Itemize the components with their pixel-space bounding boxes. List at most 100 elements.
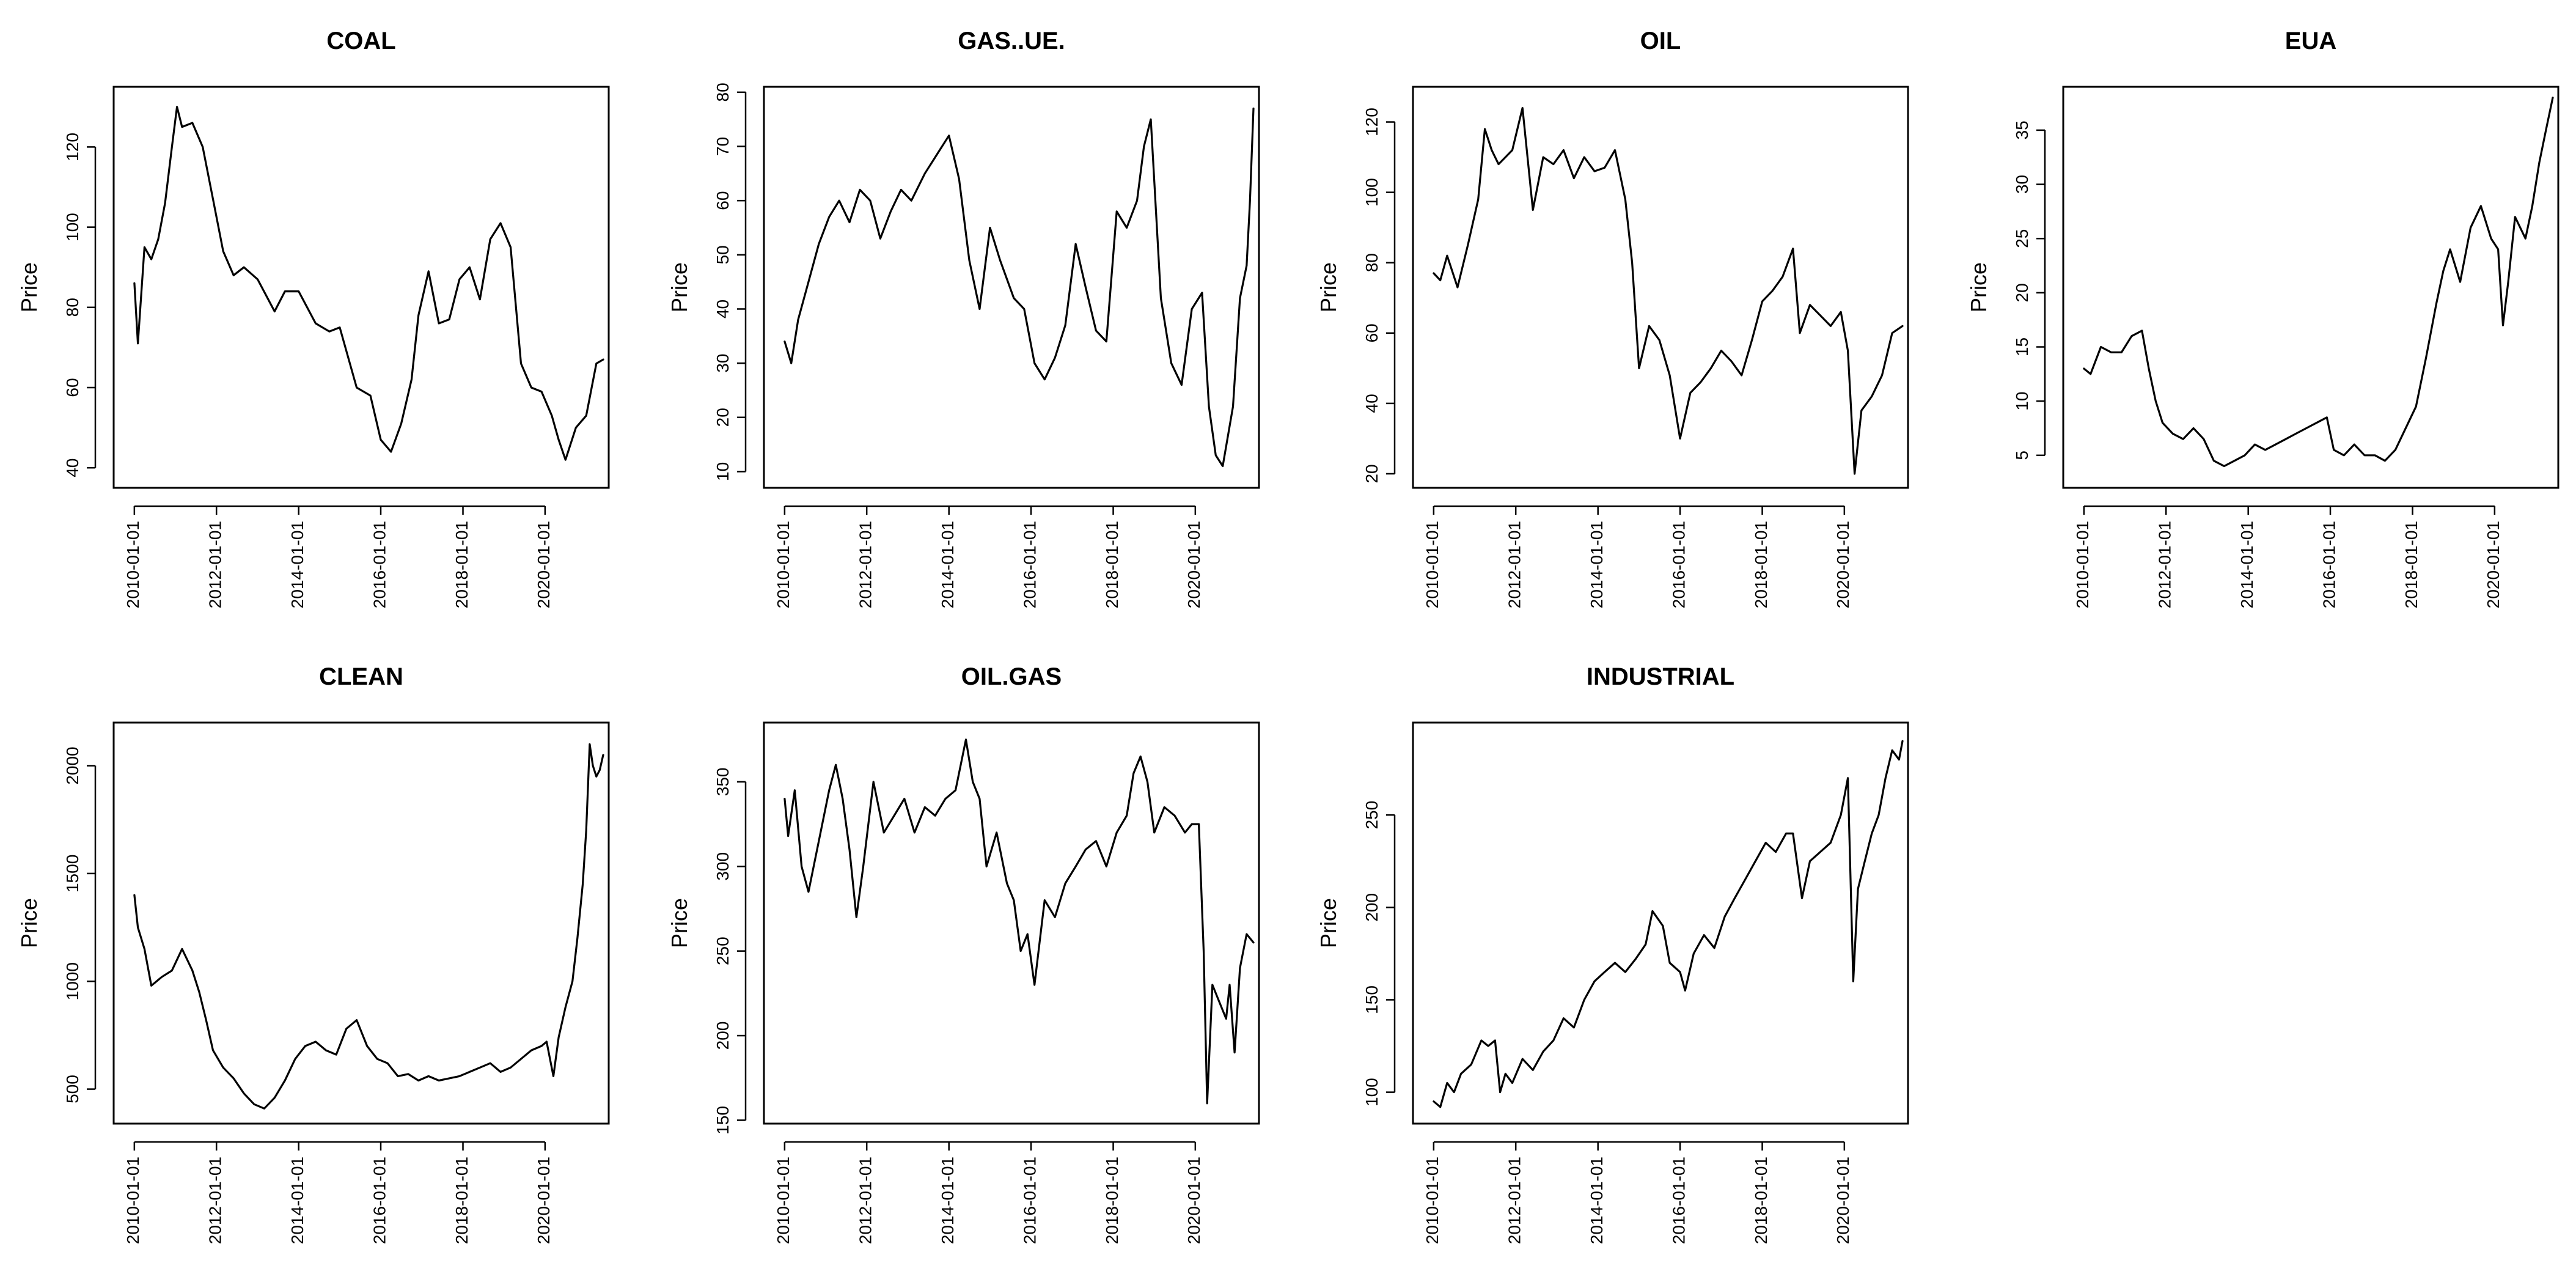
series-line-clean-0 — [133, 743, 604, 1110]
x-tick-label: 2018-01-01 — [2402, 521, 2421, 608]
x-tick-label: 2018-01-01 — [452, 1157, 471, 1244]
y-tick-label: 60 — [63, 378, 82, 397]
y-tick-label: 10 — [2013, 392, 2031, 411]
x-tick-label: 2020-01-01 — [534, 521, 553, 608]
y-tick-label: 35 — [2013, 120, 2031, 139]
y-tick-label: 150 — [713, 1106, 732, 1135]
series-line-gas-ue-0 — [783, 107, 1255, 468]
chart-panel-clean: CLEAN Price 500 1000 1500 2000 2010-01-01 2012-… — [17, 663, 610, 1244]
x-tick-label: 2014-01-01 — [1587, 521, 1606, 608]
x-tick-label: 2014-01-01 — [938, 521, 957, 608]
x-tick-label: 2020-01-01 — [1833, 521, 1852, 608]
plot-frame — [1412, 86, 1909, 489]
y-tick-label: 25 — [2013, 229, 2031, 248]
y-tick-label: 120 — [63, 133, 82, 161]
y-tick-label: 100 — [63, 213, 82, 241]
plot-frame — [763, 721, 1260, 1125]
x-tick-label: 2012-01-01 — [206, 521, 225, 608]
x-tick-label: 2016-01-01 — [1669, 1157, 1688, 1244]
y-tick-label: 100 — [1362, 1078, 1381, 1107]
x-tick-label: 2014-01-01 — [938, 1157, 957, 1244]
chart-panel-eua: EUA Price 5 10 15 20 25 30 35 2010-01-01 2012-01-0… — [1966, 28, 2559, 608]
series-line-eua-0 — [2083, 97, 2554, 468]
series-line-coal-0 — [133, 106, 604, 461]
y-axis-label: Price — [17, 262, 42, 312]
chart-title: INDUSTRIAL — [1587, 663, 1734, 690]
x-tick-label: 2010-01-01 — [1423, 521, 1442, 608]
y-tick-label: 20 — [1362, 464, 1381, 483]
x-tick-label: 2020-01-01 — [1184, 521, 1203, 608]
series-line-industrial-0 — [1433, 740, 1904, 1108]
x-tick-label: 2012-01-01 — [206, 1157, 225, 1244]
y-tick-label: 80 — [713, 83, 732, 101]
y-axis-label: Price — [1316, 262, 1341, 312]
x-tick-label: 2016-01-01 — [1020, 521, 1039, 608]
chart-panel-oil-gas: OIL.GAS Price 150 200 250 300 350 2010-01-01 201… — [667, 663, 1260, 1244]
x-tick-label: 2010-01-01 — [774, 521, 793, 608]
chart-title: GAS..UE. — [958, 28, 1065, 54]
y-tick-label: 15 — [2013, 337, 2031, 356]
y-tick-label: 10 — [713, 462, 732, 481]
y-tick-label: 200 — [713, 1022, 732, 1050]
y-tick-label: 20 — [2013, 283, 2031, 302]
x-tick-label: 2020-01-01 — [1833, 1157, 1852, 1244]
chart-title: CLEAN — [319, 663, 403, 690]
x-tick-label: 2014-01-01 — [1587, 1157, 1606, 1244]
plot-frame — [112, 721, 610, 1125]
x-tick-label: 2014-01-01 — [288, 1157, 307, 1244]
y-tick-label: 60 — [713, 191, 732, 210]
x-tick-label: 2016-01-01 — [1020, 1157, 1039, 1244]
x-tick-label: 2016-01-01 — [2319, 521, 2338, 608]
x-tick-label: 2012-01-01 — [1505, 1157, 1524, 1244]
y-tick-label: 40 — [1362, 394, 1381, 413]
chart-panel-oil: OIL Price 20 40 60 80 100 120 2010-01-01 2012-01-… — [1316, 28, 1909, 608]
x-tick-label: 2020-01-01 — [534, 1157, 553, 1244]
x-tick-label: 2010-01-01 — [123, 1157, 142, 1244]
y-tick-label: 1500 — [63, 855, 82, 893]
y-tick-label: 30 — [713, 354, 732, 373]
chart-title: COAL — [326, 28, 395, 54]
y-axis-label: Price — [1966, 262, 1991, 312]
y-tick-label: 250 — [713, 937, 732, 965]
x-tick-label: 2018-01-01 — [1752, 1157, 1771, 1244]
y-tick-label: 100 — [1362, 178, 1381, 207]
x-tick-label: 2016-01-01 — [1669, 521, 1688, 608]
y-tick-label: 300 — [713, 852, 732, 881]
y-tick-label: 250 — [1362, 801, 1381, 830]
y-tick-label: 1000 — [63, 962, 82, 1000]
x-tick-label: 2014-01-01 — [2237, 521, 2256, 608]
y-tick-label: 60 — [1362, 323, 1381, 342]
plot-frame — [2062, 86, 2559, 489]
chart-title: OIL.GAS — [961, 663, 1062, 690]
x-tick-label: 2018-01-01 — [1103, 521, 1121, 608]
chart-title: EUA — [2285, 28, 2336, 54]
x-tick-label: 2020-01-01 — [2484, 521, 2503, 608]
y-axis-label: Price — [667, 262, 692, 312]
y-tick-label: 80 — [1362, 253, 1381, 272]
x-tick-label: 2010-01-01 — [123, 521, 142, 608]
y-axis-label: Price — [667, 898, 692, 948]
y-axis-label: Price — [1316, 898, 1341, 948]
y-tick-label: 5 — [2013, 451, 2031, 460]
chart-panel-gas-ue: GAS..UE. Price 10 20 30 40 50 60 70 80 2010-01-01 2… — [667, 28, 1260, 608]
y-tick-label: 50 — [713, 245, 732, 264]
x-tick-label: 2012-01-01 — [856, 521, 875, 608]
x-tick-label: 2012-01-01 — [2156, 521, 2174, 608]
x-tick-label: 2016-01-01 — [370, 521, 389, 608]
x-tick-label: 2010-01-01 — [2073, 521, 2092, 608]
chart-panel-industrial: INDUSTRIAL Price 100 150 200 250 2010-01-01 201… — [1316, 663, 1909, 1244]
y-tick-label: 500 — [63, 1075, 82, 1103]
y-tick-label: 200 — [1362, 893, 1381, 922]
chart-title: OIL — [1640, 28, 1681, 54]
series-line-oil-0 — [1433, 106, 1904, 475]
y-tick-label: 150 — [1362, 985, 1381, 1014]
x-tick-label: 2016-01-01 — [370, 1157, 389, 1244]
plot-frame — [763, 86, 1260, 489]
chart-panel-coal: COAL Price 40 60 80 100 120 2010-01-01 2012-01-0… — [17, 28, 610, 608]
y-tick-label: 40 — [713, 300, 732, 319]
plot-frame — [1412, 721, 1909, 1125]
x-tick-label: 2010-01-01 — [774, 1157, 793, 1244]
y-tick-label: 20 — [713, 408, 732, 427]
y-tick-label: 350 — [713, 768, 732, 797]
